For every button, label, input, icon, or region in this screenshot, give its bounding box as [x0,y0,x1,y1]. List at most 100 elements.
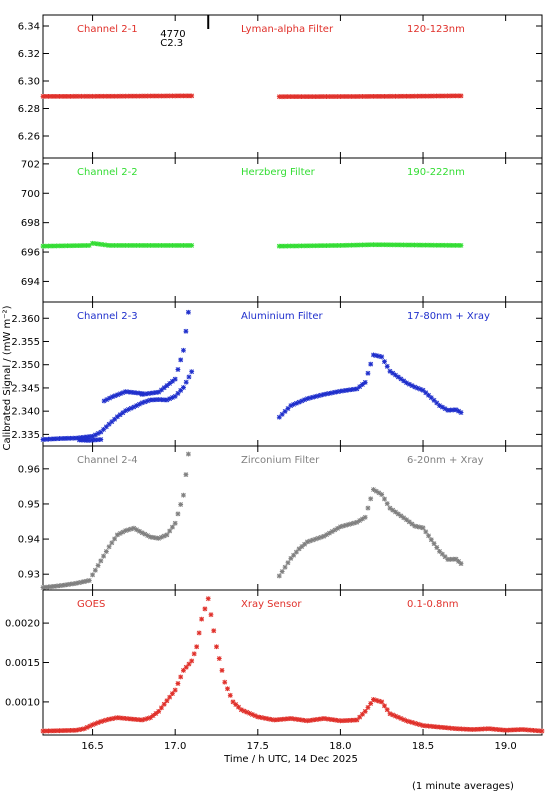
data-point [459,726,464,732]
data-point [156,708,162,714]
data-point [318,243,324,249]
data-point [181,93,186,99]
data-point [362,379,368,385]
data-point [417,722,423,728]
data-point [420,387,426,393]
data-point [142,243,148,248]
data-point [40,585,46,590]
data-point [172,520,178,526]
data-point [349,94,354,99]
data-point [48,93,54,99]
data-point [62,93,68,99]
data-point [70,727,76,733]
data-point [326,94,332,99]
data-point [343,94,349,99]
data-point [483,726,489,732]
data-point [406,519,412,525]
data-point [178,243,184,248]
data-point [343,522,349,528]
data-point [282,243,288,249]
data-point [486,726,492,732]
data-point [164,698,170,704]
x-tick-label: 17.0 [164,741,186,752]
data-point [428,93,434,99]
data-point [492,726,498,732]
data-point [216,656,222,661]
data-point [136,401,142,407]
data-point [236,704,241,710]
data-point [189,658,195,664]
data-point [125,407,131,412]
y-tick-label: 694 [21,277,40,288]
data-point [307,395,313,401]
data-point [227,692,233,698]
data-point [393,713,398,719]
data-point [271,717,277,723]
data-point [401,515,407,521]
data-point [371,487,376,492]
data-point [387,242,393,248]
data-point [390,93,396,99]
data-point [134,527,140,533]
data-point [51,583,57,589]
data-point [362,242,368,248]
data-point [181,492,186,498]
data-point [131,243,137,248]
data-point [109,243,115,248]
data-point [170,395,175,400]
data-point [301,94,307,100]
data-point [233,702,239,707]
data-point [148,390,153,396]
data-point [73,580,79,586]
data-point [276,414,282,420]
data-point [181,243,186,248]
data-point [65,582,71,587]
data-point [87,93,93,99]
data-point [145,398,151,404]
data-point [387,711,393,717]
data-point [439,242,445,248]
data-point [142,93,148,99]
data-point [445,557,451,562]
data-point [128,93,134,99]
data-point [84,578,90,584]
data-point [354,717,360,723]
data-point [148,93,153,99]
data-point [360,711,365,717]
data-point [68,728,73,733]
data-point [455,243,461,248]
data-point [436,242,442,248]
data-point [103,549,109,554]
panel-label-band: 190-222nm [407,167,465,178]
data-point [376,490,382,496]
data-point [274,717,280,723]
data-point [434,93,439,99]
data-point [54,243,60,249]
data-point [84,437,90,443]
panel-label-filter: Aluminium Filter [241,311,324,322]
data-point [81,726,87,732]
data-point [450,407,456,413]
panel-frame [42,589,543,736]
data-point [65,93,71,99]
data-point [90,93,95,99]
data-point [384,364,390,369]
data-point [338,243,343,248]
y-tick-label: 2.355 [11,337,40,348]
data-point [43,436,49,442]
data-point [183,328,189,334]
panel-label-band: 120-123nm [407,24,465,35]
data-point [324,532,330,538]
data-point [266,716,272,722]
data-point [318,94,324,99]
data-point [368,361,374,367]
data-point [349,242,354,248]
data-point [98,429,104,435]
data-point [90,240,95,246]
data-point [327,716,332,722]
data-point [136,93,142,99]
data-point [134,717,140,722]
data-point [291,716,297,722]
data-point [315,94,321,99]
data-point [101,398,107,404]
